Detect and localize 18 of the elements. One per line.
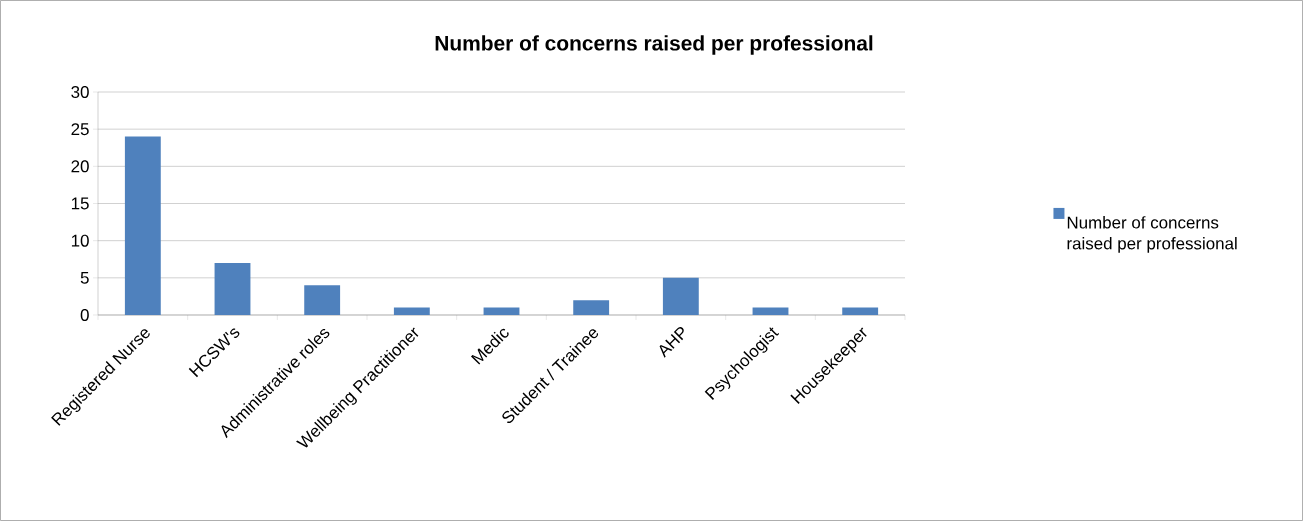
y-tick-label: 10 bbox=[71, 234, 89, 247]
bar bbox=[662, 277, 699, 315]
chart-title: Number of concerns raised per professional bbox=[435, 35, 873, 55]
y-tick-label: 20 bbox=[71, 160, 89, 173]
y-tick-label: 30 bbox=[71, 86, 89, 98]
y-tick-label: 0 bbox=[80, 309, 89, 321]
y-tick-label: 25 bbox=[71, 123, 89, 136]
bar bbox=[842, 307, 879, 315]
bar bbox=[304, 285, 341, 315]
bar bbox=[752, 307, 789, 315]
bar bbox=[214, 262, 251, 315]
bar bbox=[393, 307, 430, 315]
bar bbox=[573, 300, 610, 315]
bar bbox=[483, 307, 520, 315]
y-tick-label: 5 bbox=[80, 271, 89, 284]
legend-label: Number of concerns raised per professional bbox=[1067, 216, 1237, 253]
bar bbox=[124, 136, 161, 315]
y-tick-label: 15 bbox=[71, 197, 89, 210]
